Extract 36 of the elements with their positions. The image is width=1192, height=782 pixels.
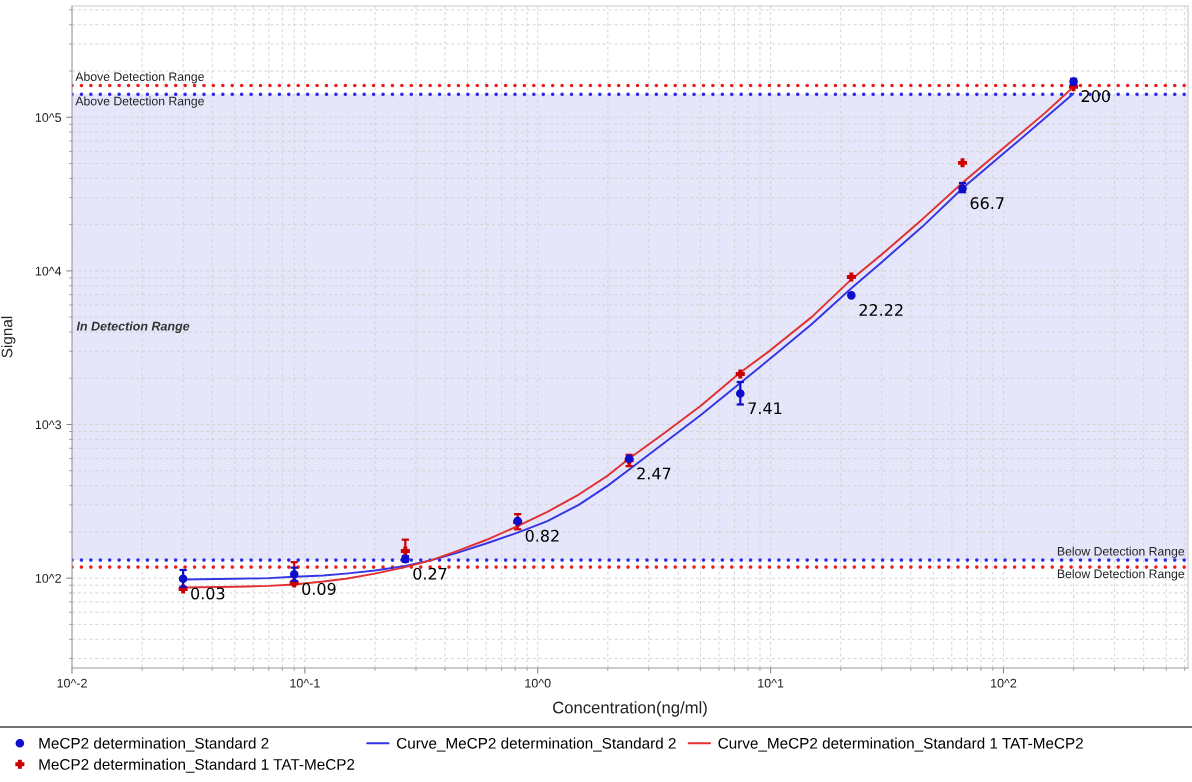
- x-axis-title: Concentration(ng/ml): [553, 701, 707, 717]
- annotation: 0.82: [525, 529, 559, 542]
- legend-label: Curve_MeCP2 determination_Standard 2: [396, 737, 676, 752]
- point: [400, 546, 410, 556]
- ref-line-label: Below Detection Range: [1057, 546, 1185, 559]
- point: [847, 291, 856, 300]
- x-tick-label: 10^-2: [57, 678, 87, 688]
- y-tick-label: 10^5: [35, 113, 62, 122]
- annotation: 0.27: [413, 567, 447, 580]
- point: [735, 389, 745, 398]
- point: [178, 574, 188, 584]
- y-tick-label: 10^2: [35, 573, 61, 583]
- annotation: 22.22: [859, 303, 903, 316]
- x-tick-label: 10^0: [525, 678, 551, 688]
- y-tick-label: 10^4: [35, 266, 62, 276]
- point: [735, 369, 745, 379]
- annotation: 66.7: [970, 197, 1004, 210]
- x-tick-label: 10^-1: [290, 678, 320, 688]
- legend-label: Curve_MeCP2 determination_Standard 1 TAT-MeCP2: [718, 737, 1083, 752]
- ref-line-label: Above Detection Range: [75, 72, 204, 84]
- annotation: 0.03: [191, 587, 225, 600]
- annotation: 2.47: [637, 467, 671, 480]
- point: [958, 158, 968, 168]
- y-tick-label: 10^3: [35, 420, 62, 430]
- annotation: 7.41: [748, 402, 782, 415]
- legend-label: MeCP2 determination_Standard 1 TAT-MeCP2: [39, 758, 355, 773]
- band-label: In Detection Range: [76, 321, 190, 334]
- annotation: 200: [1081, 90, 1110, 103]
- point: [846, 272, 856, 282]
- ref-line-label: Above Detection Range: [75, 96, 204, 108]
- legend-label: MeCP2 determination_Standard 2: [39, 737, 269, 752]
- y-axis-title: Signal: [1, 316, 16, 358]
- x-tick-label: 10^1: [758, 678, 784, 688]
- ref-line-label: Below Detection Range: [1057, 569, 1185, 581]
- x-tick-label: 10^2: [991, 678, 1017, 688]
- annotation: 0.09: [302, 582, 336, 595]
